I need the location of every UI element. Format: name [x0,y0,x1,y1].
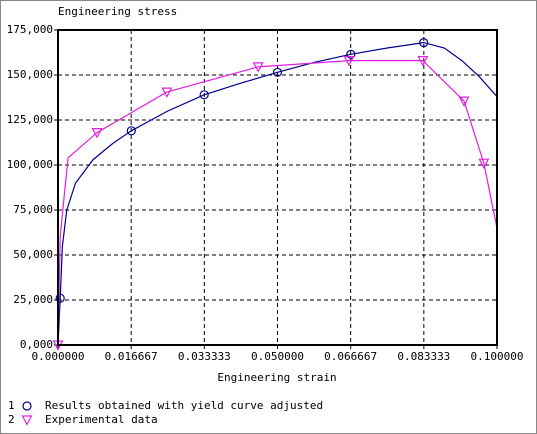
x-tick-label: 0.066667 [324,350,377,363]
x-tick-label: 0.100000 [471,350,524,363]
x-tick-label: 0.016667 [105,350,158,363]
data-point [126,126,136,136]
data-point [458,96,470,107]
data-point [478,158,490,169]
y-tick-label: 175,000 [7,23,53,36]
legend-label: Experimental data [45,413,158,426]
plot-border [57,29,498,346]
y-tick-label: 25,000 [13,293,53,306]
legend-number: 1 [8,399,15,412]
legend-marker [22,401,32,411]
series-line [57,41,498,346]
x-tick-label: 0.033333 [178,350,231,363]
y-tick-label: 75,000 [13,203,53,216]
x-axis-title: Engineering strain [217,371,336,384]
x-tick-label: 0.000000 [32,350,85,363]
y-axis-title: Engineering stress [58,5,177,18]
legend-label: Results obtained with yield curve adjust… [45,399,323,412]
y-tick-label: 50,000 [13,248,53,261]
data-point [417,56,429,67]
x-tick-label: 0.050000 [251,350,304,363]
data-point [161,87,173,98]
series-line [57,60,498,346]
data-point [199,90,209,100]
data-point [419,37,429,48]
data-point [55,293,65,303]
data-point [91,128,103,139]
data-point [343,56,355,67]
x-tick-label: 0.083333 [397,350,450,363]
legend-number: 2 [8,413,15,426]
y-tick-label: 0,000 [20,338,53,351]
y-tick-label: 150,000 [7,68,53,81]
data-point [252,62,264,73]
data-point [272,67,283,77]
y-tick-label: 125,000 [7,113,53,126]
legend-marker [21,415,33,426]
data-point [346,49,356,59]
y-tick-label: 100,000 [7,158,53,171]
